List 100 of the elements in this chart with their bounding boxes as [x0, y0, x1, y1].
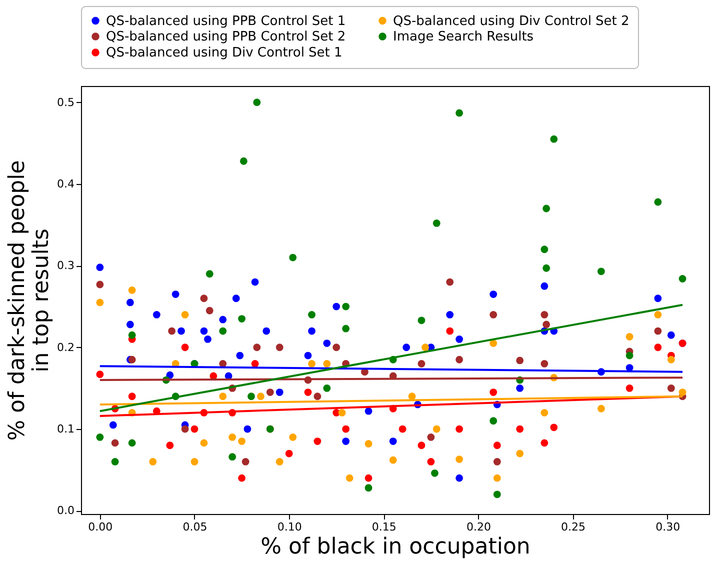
point [516, 356, 524, 364]
point [540, 360, 548, 368]
x-tick-label: 0.05 [182, 520, 208, 534]
point [456, 356, 464, 364]
point [626, 384, 634, 392]
point [96, 298, 104, 306]
point [111, 439, 119, 447]
point [240, 157, 248, 165]
point [219, 316, 227, 324]
point [166, 442, 174, 450]
x-tick-label: 0.10 [277, 520, 302, 534]
point [128, 286, 136, 294]
point [493, 442, 501, 450]
point [276, 458, 284, 466]
point [516, 425, 524, 433]
point [490, 340, 498, 347]
point [96, 264, 104, 272]
point [219, 392, 227, 400]
point [256, 392, 264, 400]
point [389, 456, 397, 464]
point [128, 439, 136, 447]
point [540, 409, 548, 416]
point [667, 331, 675, 339]
point [200, 294, 208, 302]
point [181, 311, 189, 318]
point [550, 424, 558, 432]
point [96, 280, 104, 288]
point [238, 315, 246, 322]
point [242, 458, 250, 466]
point [364, 440, 372, 448]
point [540, 439, 548, 447]
point [238, 438, 246, 446]
legend-label: QS-balanced using PPB Control Set 2 [106, 30, 346, 44]
point [493, 474, 501, 482]
point [597, 268, 605, 276]
point [654, 294, 662, 302]
point [542, 264, 550, 272]
point [342, 438, 350, 446]
point [678, 388, 686, 396]
point [550, 135, 558, 143]
point [323, 360, 331, 368]
x-tick-label: 0.20 [466, 520, 491, 534]
point [323, 384, 331, 392]
point [285, 450, 293, 458]
y-tick-label: 0.2 [57, 340, 74, 354]
point [540, 282, 548, 290]
point [446, 278, 454, 286]
point [178, 327, 185, 335]
point [304, 352, 312, 360]
point [128, 331, 136, 339]
point [190, 458, 198, 466]
point [422, 344, 429, 352]
point [418, 442, 426, 450]
point [236, 352, 244, 360]
point [308, 327, 316, 335]
y-tick-label: 0.5 [57, 96, 74, 109]
x-tick-label: 0.15 [372, 520, 396, 534]
point [200, 439, 208, 447]
point [266, 388, 274, 396]
legend-label: QS-balanced using Div Control Set 2 [393, 14, 630, 29]
point [427, 458, 435, 466]
point [427, 434, 435, 441]
point [418, 360, 426, 368]
point [678, 275, 686, 282]
point [432, 220, 440, 227]
point [206, 306, 214, 314]
point [253, 98, 261, 106]
point [626, 364, 634, 372]
point [314, 392, 322, 400]
point [654, 327, 662, 335]
point [493, 490, 501, 498]
point [654, 344, 662, 352]
point [172, 290, 180, 298]
point [251, 360, 259, 368]
point [276, 388, 284, 396]
point [289, 434, 297, 441]
point [456, 336, 464, 343]
point [111, 458, 119, 466]
point [314, 438, 322, 446]
point [262, 327, 270, 335]
point [626, 333, 634, 340]
point [332, 344, 340, 352]
point [304, 388, 312, 396]
point [342, 324, 350, 332]
point [253, 344, 261, 352]
point [204, 336, 212, 343]
point [96, 370, 104, 378]
x-tick-label: 0.25 [561, 520, 586, 534]
point [219, 327, 227, 335]
point [542, 320, 550, 328]
point [276, 344, 284, 352]
point [431, 469, 438, 477]
point [364, 474, 372, 482]
point [181, 425, 189, 433]
point [346, 474, 354, 482]
y-tick-label: 0.0 [57, 504, 74, 518]
point [364, 484, 372, 492]
point [168, 327, 176, 335]
point [432, 425, 440, 433]
point [251, 278, 259, 286]
